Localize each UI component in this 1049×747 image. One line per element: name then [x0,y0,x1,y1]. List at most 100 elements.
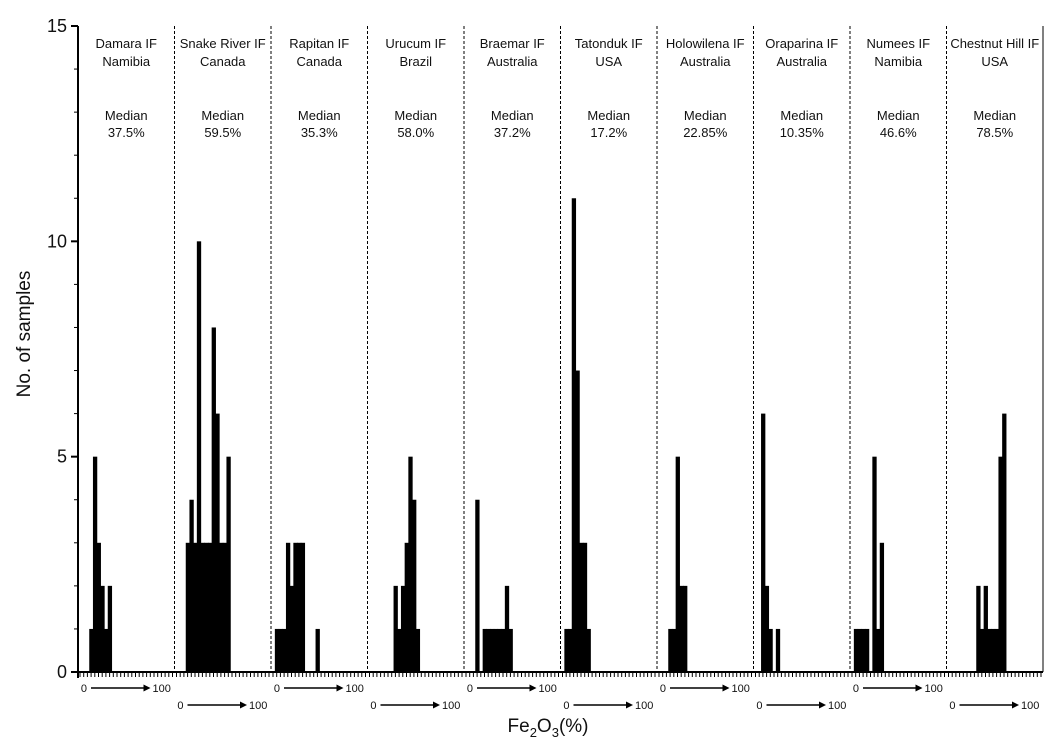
panel-region-0: Namibia [102,54,150,69]
bar-0-2 [96,542,101,672]
mini-axis-min-5: 0 [563,700,569,712]
bar-3-4 [408,456,413,672]
y-axis-label: No. of samples [14,271,35,398]
bar-5-4 [579,542,584,672]
bar-6-2 [675,456,680,672]
bar-3-2 [400,585,406,672]
bar-2-2 [282,628,287,672]
bar-9-2 [983,585,988,672]
panel-title-9: Chestnut Hill IF [950,36,1039,51]
panel-title-4: Braemar IF [480,36,545,51]
panel-median-value-4: 37.2% [494,125,531,140]
mini-axis-max-2: 100 [346,683,364,695]
bar-8-1 [857,628,862,672]
bar-9-4 [991,628,996,672]
panel-median-label-7: Median [780,108,823,123]
mini-axis-arrowhead-4 [529,684,537,692]
bar-1-8 [215,413,220,672]
panel-region-2: Canada [296,54,342,69]
bar-3-5 [412,499,417,672]
bar-7-3 [775,628,781,672]
bar-3-3 [404,542,409,672]
bar-8-2 [861,628,866,672]
y-tick-label-2: 10 [47,231,67,251]
mini-axis-arrowhead-0 [143,684,151,692]
bar-9-5 [994,628,1000,672]
mini-axis-min-4: 0 [467,683,473,695]
panel-region-4: Australia [487,54,538,69]
bar-1-3 [196,241,202,673]
panel-title-0: Damara IF [96,36,157,51]
mini-axis-arrowhead-7 [819,701,826,709]
bar-1-9 [219,542,224,672]
bar-4-6 [501,628,506,672]
mini-axis-arrowhead-5 [626,701,633,709]
panel-median-label-5: Median [587,108,630,123]
y-tick-label-3: 15 [47,16,67,36]
bar-0-5 [107,585,113,672]
panel-region-6: Australia [680,54,731,69]
panel-title-5: Tatonduk IF [575,36,643,51]
bar-0-4 [104,628,109,672]
bar-1-4 [200,542,205,672]
mini-axis-arrowhead-6 [722,684,730,692]
panel-median-label-2: Median [298,108,341,123]
panel-median-value-7: 10.35% [780,125,825,140]
bar-9-7 [1002,413,1007,672]
panel-median-label-6: Median [684,108,727,123]
mini-axis-min-1: 0 [177,700,183,712]
panel-median-value-5: 17.2% [590,125,627,140]
x-axis-label-sub-2: 2 [530,725,537,740]
panel-region-1: Canada [200,54,246,69]
bar-4-4 [493,628,499,672]
panel-region-7: Australia [776,54,827,69]
bar-6-1 [671,628,677,672]
bar-1-0 [185,542,191,672]
bar-5-5 [582,542,588,672]
panel-median-value-8: 46.6% [880,125,917,140]
bar-7-0 [761,413,766,672]
mini-axis-max-1: 100 [249,700,267,712]
bar-1-2 [193,542,198,672]
bar-5-3 [575,370,580,672]
bar-2-1 [278,628,283,672]
panel-region-5: USA [595,54,622,69]
mini-axis-max-4: 100 [539,683,557,695]
mini-axis-arrowhead-2 [336,684,344,692]
bar-4-1 [482,628,487,672]
bar-6-3 [679,585,684,672]
panel-title-8: Numees IF [866,36,930,51]
panel-median-value-9: 78.5% [976,125,1013,140]
bar-6-0 [668,628,673,672]
x-axis-label-sub-3: 3 [552,725,559,740]
bar-2-7 [300,542,306,672]
mini-axis-arrowhead-9 [1012,701,1019,709]
x-axis-label-o: O [537,716,552,737]
mini-axis-arrowhead-8 [915,684,923,692]
bar-6-4 [683,585,688,672]
y-tick-label-0: 0 [57,662,67,682]
bar-4-5 [497,628,502,672]
bar-4-3 [490,628,495,672]
bar-8-4 [872,456,877,672]
bar-5-2 [571,198,577,672]
bar-1-5 [204,542,209,672]
bar-5-0 [564,628,569,672]
panel-median-value-1: 59.5% [204,125,241,140]
mini-axis-min-9: 0 [949,700,955,712]
panel-title-6: Holowilena IF [666,36,745,51]
panel-median-value-3: 58.0% [397,125,434,140]
panel-median-label-9: Median [973,108,1016,123]
bar-9-1 [979,628,985,672]
mini-axis-max-3: 100 [442,700,460,712]
mini-axis-max-8: 100 [925,683,943,695]
bar-8-6 [879,542,885,672]
mini-axis-max-9: 100 [1021,700,1039,712]
bar-1-7 [211,327,216,672]
bar-8-3 [864,628,870,672]
x-axis-label-percent: (%) [559,716,589,737]
bar-3-6 [415,628,421,672]
mini-axis-min-7: 0 [756,700,762,712]
x-axis-label-fe: Fe [508,716,530,737]
